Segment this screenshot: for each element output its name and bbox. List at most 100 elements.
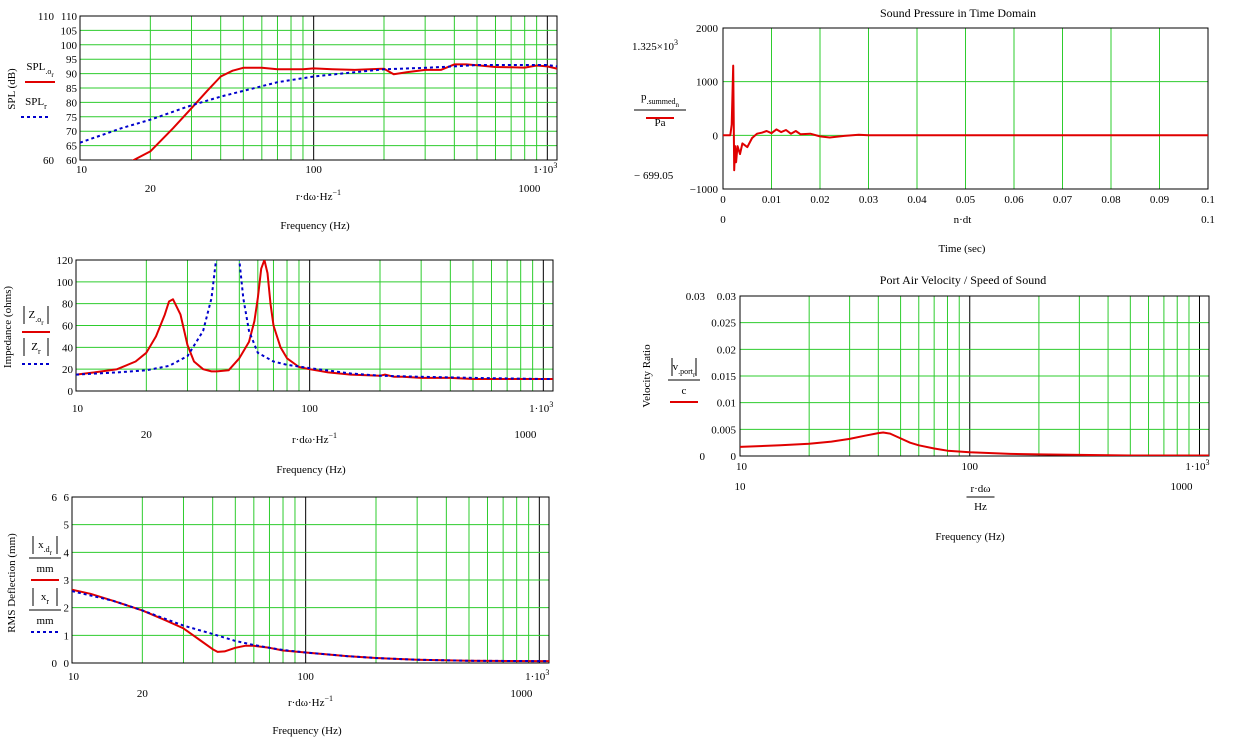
deflection-ytick2-label: 6	[52, 492, 58, 504]
pressure-xtick-text: 0.04	[907, 194, 927, 206]
deflection-ytick-label: 6	[64, 492, 70, 504]
pressure-legend-0-sub: .summed	[646, 97, 675, 106]
impedance-xlabel: Frequency (Hz)	[276, 464, 346, 476]
velocity-xtick-label: 100	[961, 461, 978, 473]
impedance-ytick-label: 120	[57, 255, 74, 267]
deflection-legend-1-unit: mm	[36, 615, 54, 627]
spl-xtick-label: 1·103	[533, 161, 557, 176]
pressure-legend-0-label: p.summedn	[641, 91, 680, 109]
pressure-xexpr-text: n·dt	[954, 214, 972, 226]
spl-series-1-line	[80, 64, 557, 144]
spl-legend-1-sub: r	[44, 102, 47, 111]
velocity-xtick2-label: 1000	[1170, 481, 1193, 493]
impedance-legend-0-subsub: r	[41, 319, 44, 327]
deflection-xtick-label: 100	[297, 671, 314, 683]
impedance-xexpr: r·dω·Hz−1	[292, 431, 337, 446]
velocity-xtick-label: 1·103	[1185, 458, 1209, 473]
velocity-xtick-text: 1·10	[1185, 461, 1206, 473]
impedance-ylabel: Impedance (ohms)	[2, 286, 14, 368]
impedance-xtick-sup: 3	[549, 400, 553, 409]
velocity-legend-0-label: v.portr	[673, 361, 696, 379]
deflection-series-0-line	[72, 588, 549, 663]
deflection-legend-1-sub: r	[46, 597, 49, 606]
spl-ytick-label: 110	[61, 11, 78, 23]
spl-series-0-line	[131, 63, 557, 160]
pressure-xtick-label: 0.06	[1004, 194, 1024, 206]
impedance-legend-0-name: Z	[28, 309, 35, 321]
pressure-xtick-label: 0.01	[762, 194, 781, 206]
impedance-ytick-label: 0	[68, 386, 74, 398]
spl-xexpr-sup: −1	[333, 188, 342, 197]
impedance-xtick2-label: 1000	[514, 429, 537, 441]
pressure-xtick-text: 0.1	[1201, 194, 1215, 206]
pressure-xtick2-label: 0	[720, 214, 726, 226]
spl-ytick-label: 75	[66, 112, 78, 124]
impedance-xtick-label: 1·103	[529, 400, 553, 415]
impedance-legend-1-sub: r	[38, 347, 41, 356]
pressure-ymin-marker: − 699.05	[634, 170, 674, 182]
pressure-xtick-text: 0.08	[1101, 194, 1121, 206]
velocity-frame	[739, 295, 1210, 457]
velocity-ytick-label: 0.005	[711, 424, 736, 436]
deflection-frame	[71, 496, 550, 664]
spl-xtick2-label: 20	[145, 183, 157, 195]
spl-legend-1-label: SPLr	[25, 96, 47, 111]
impedance-ytick-label: 40	[62, 342, 74, 354]
impedance-ytick-label: 80	[62, 299, 74, 311]
deflection-xtick-label: 1·103	[525, 668, 549, 683]
impedance-legend-1: Zr	[22, 338, 50, 365]
spl-xexpr: r·dω·Hz−1	[296, 188, 341, 203]
deflection-legend-0-unit: mm	[36, 563, 54, 575]
velocity-xtick-sup: 3	[1205, 458, 1209, 467]
velocity-xexpr-num: r·dω	[970, 483, 990, 495]
velocity-xtick-label: 10	[736, 461, 748, 473]
deflection-ytick-label: 3	[64, 575, 70, 587]
impedance-legend-0: Z.or	[22, 306, 50, 333]
velocity-ytick-label: 0	[731, 451, 737, 463]
pressure-xtick-text: 0.02	[810, 194, 829, 206]
velocity-chart-title: Port Air Velocity / Speed of Sound	[880, 273, 1046, 287]
spl-ytick-label: 65	[66, 141, 78, 153]
velocity-ylabel: Velocity Ratio	[641, 344, 653, 408]
pressure-ytick-label: −1000	[690, 184, 719, 196]
velocity-ytick-label: 0.03	[717, 291, 737, 303]
velocity-xlabel: Frequency (Hz)	[935, 531, 1005, 543]
impedance-xtick-text: 1·10	[529, 403, 550, 415]
spl-ytick-label: 105	[61, 25, 78, 37]
pressure-xtick-label: 0.08	[1101, 194, 1121, 206]
deflection-ylabel: RMS Deflection (mm)	[6, 533, 18, 633]
spl-legend-1: SPLr	[21, 96, 51, 118]
impedance-xexpr-text: r·dω·Hz	[292, 434, 329, 446]
pressure-ymax-marker: 1.325×103	[632, 38, 678, 53]
spl-xlabel: Frequency (Hz)	[280, 220, 350, 232]
deflection-ytick-label: 0	[64, 658, 70, 670]
deflection-xlabel: Frequency (Hz)	[272, 725, 342, 737]
pressure-legend-0-name: p	[641, 91, 647, 103]
pressure-xtick-label: 0.09	[1150, 194, 1170, 206]
spl-legend-0-subsub: r	[51, 71, 54, 79]
pressure-xlabel: Time (sec)	[939, 243, 986, 255]
velocity-legend-0-unit: c	[682, 385, 687, 397]
deflection-xtick2-label: 1000	[510, 688, 533, 700]
pressure-xtick-label: 0	[720, 194, 726, 206]
velocity-xtick-text: 100	[961, 461, 978, 473]
spl-legend-1-name: SPL	[25, 96, 44, 108]
deflection-xexpr-sup: −1	[325, 694, 334, 703]
deflection-xexpr: r·dω·Hz−1	[288, 694, 333, 709]
spl-ytick-label: 70	[66, 126, 78, 138]
velocity-ytick-label: 0.025	[711, 318, 736, 330]
pressure-xexpr: n·dt	[954, 214, 972, 226]
pressure-xtick2-label: 0.1	[1201, 214, 1215, 226]
spl-frame	[79, 15, 558, 161]
impedance-series-0-line	[76, 260, 553, 380]
deflection-xtick-text: 10	[68, 671, 80, 683]
pressure-xtick-text: 0.03	[859, 194, 879, 206]
deflection-xtick-text: 1·10	[525, 671, 546, 683]
deflection-xtick-sup: 3	[545, 668, 549, 677]
pressure-xtick-text: 0.05	[956, 194, 976, 206]
pressure-ytick-label: 1000	[696, 77, 719, 89]
pressure-xtick-text: 0.07	[1053, 194, 1073, 206]
impedance-xtick-text: 10	[72, 403, 84, 415]
